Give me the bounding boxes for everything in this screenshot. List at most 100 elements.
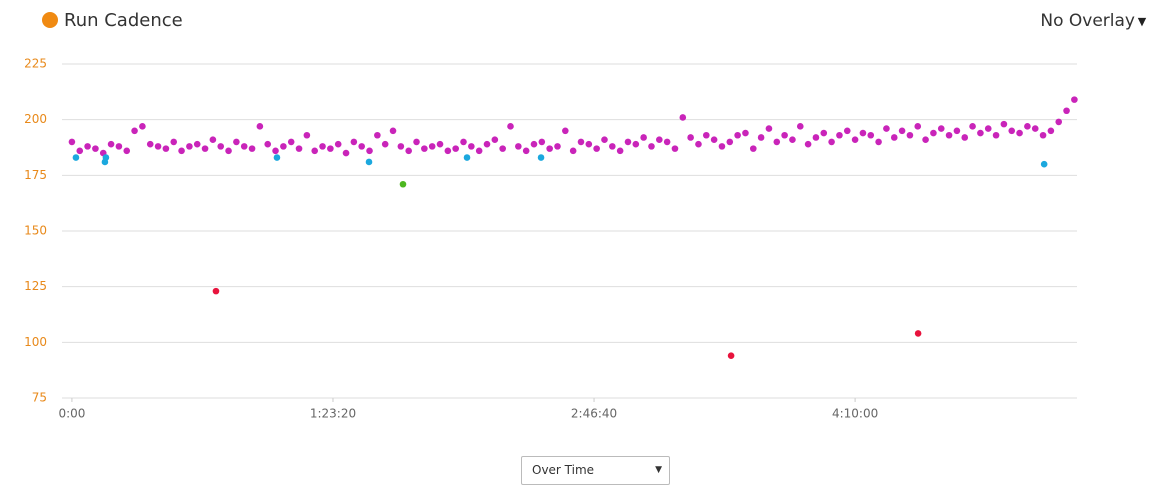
data-point [233,138,240,146]
data-point [123,147,131,155]
data-point [616,147,624,155]
data-point [1040,160,1048,168]
x-tick-label: 0:00 [58,407,85,421]
data-point [727,352,735,359]
data-point [624,138,632,146]
data-point [452,145,459,152]
data-point [875,138,882,146]
data-point [272,147,279,155]
data-point [499,145,506,152]
data-point [146,140,154,148]
data-point [334,140,342,148]
data-point [131,127,138,135]
data-point [554,143,561,150]
y-tick-label: 125 [24,279,47,293]
data-point [914,330,922,337]
data-point [530,140,538,148]
data-point [421,145,428,152]
data-point [102,154,110,161]
y-tick-label: 75 [32,391,47,405]
data-point [1071,96,1078,103]
y-tick-label: 225 [24,57,47,71]
x-tick-label: 2:46:40 [571,407,617,421]
y-tick-label: 175 [24,168,47,182]
data-point [710,136,718,144]
data-point [468,143,475,150]
data-point [930,129,937,137]
y-tick-label: 100 [24,335,47,349]
data-point [287,138,295,146]
data-point [789,136,796,144]
data-point [507,123,514,130]
data-point [264,140,272,148]
chart: Run Cadence No Overlay ▼ 75 100 125 150 175 2… [24,10,1147,421]
data-point [1008,127,1016,135]
data-point [154,143,162,150]
data-point [273,154,281,161]
y-tick-label: 150 [24,224,47,238]
data-point [327,145,334,152]
data-point [906,131,914,139]
data-point [898,127,906,135]
data-point [648,143,655,150]
data-point [726,138,734,146]
data-point [256,123,264,130]
data-point [358,143,365,150]
x-tick-label: 1:23:20 [310,407,356,421]
data-point [883,125,890,132]
data-point [671,145,679,152]
data-point [977,129,984,137]
view-selector[interactable]: Over Time ▼ [521,456,670,485]
data-point [295,145,303,152]
data-point [436,140,444,148]
data-point [405,147,412,155]
data-point [734,131,741,139]
chart-title: Run Cadence [64,10,183,31]
title-icon [42,12,58,28]
data-point [632,140,640,148]
data-point [162,145,170,152]
data-point [593,145,600,152]
data-point [953,127,961,135]
data-point [757,134,765,141]
data-point [68,138,76,146]
data-point [212,287,220,295]
data-point [374,131,381,139]
data-point [209,136,217,144]
data-point [107,140,115,148]
data-point [217,143,225,150]
data-point [585,140,593,148]
data-point [796,123,804,130]
data-point [742,129,749,137]
overlay-arrow[interactable]: ▼ [1138,15,1147,28]
data-point [350,138,358,146]
x-tick-label: 4:10:00 [832,407,878,421]
data-point [389,127,397,135]
data-point [537,154,545,161]
data-point [749,145,757,152]
data-point [538,138,546,146]
data-point [463,154,471,161]
data-point [399,180,407,188]
data-point [1000,120,1008,128]
data-point [812,134,820,141]
data-point [475,147,483,155]
data-point [280,143,287,150]
data-point [170,138,178,146]
data-point [397,143,405,150]
data-point [890,134,898,141]
data-point [687,134,694,141]
data-point [240,143,248,150]
overlay-selector[interactable]: No Overlay [1040,11,1135,31]
data-point [640,134,647,141]
data-point [1031,125,1039,132]
data-point [1047,127,1055,135]
data-point [1063,107,1070,115]
data-point [186,143,193,150]
data-point [914,123,922,130]
data-point [303,131,311,139]
data-point [969,123,976,130]
data-point [984,125,992,132]
data-point [444,147,452,155]
